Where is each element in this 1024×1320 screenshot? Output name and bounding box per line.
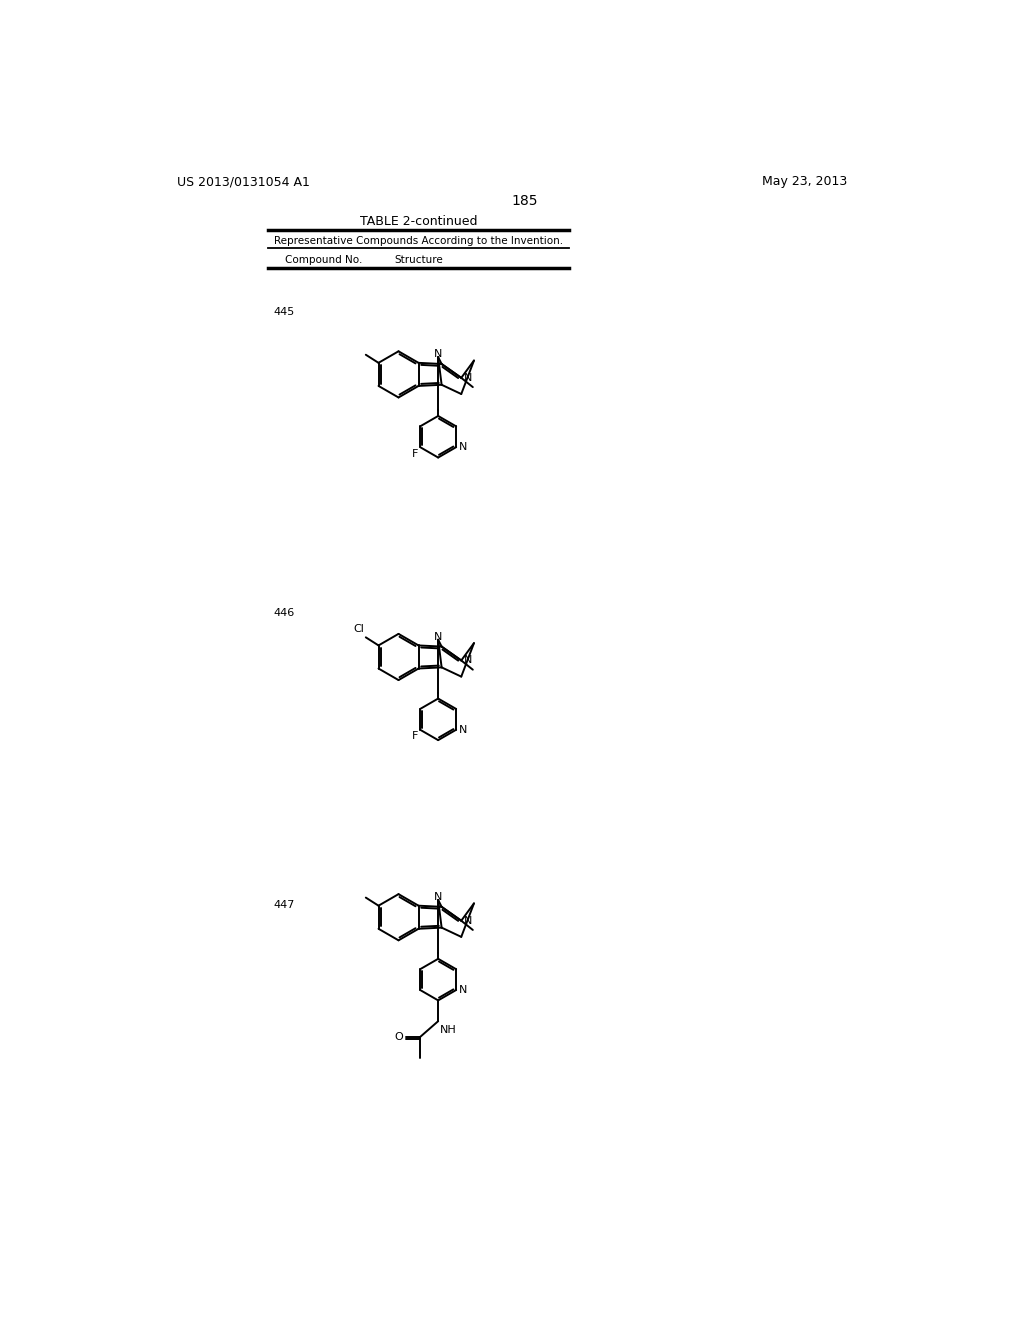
Text: N: N <box>459 985 468 995</box>
Text: N: N <box>464 656 473 665</box>
Text: O: O <box>395 1032 403 1043</box>
Text: 185: 185 <box>512 194 538 207</box>
Text: Cl: Cl <box>353 624 365 635</box>
Text: Compound No.: Compound No. <box>285 255 361 265</box>
Text: May 23, 2013: May 23, 2013 <box>762 176 847 187</box>
Text: F: F <box>412 449 418 458</box>
Text: N: N <box>464 916 473 925</box>
Text: N: N <box>464 372 473 383</box>
Text: TABLE 2-continued: TABLE 2-continued <box>359 215 477 228</box>
Text: 446: 446 <box>273 607 294 618</box>
Text: F: F <box>412 731 418 742</box>
Text: N: N <box>459 725 468 735</box>
Text: 447: 447 <box>273 900 294 911</box>
Text: N: N <box>434 892 442 902</box>
Text: N: N <box>434 350 442 359</box>
Text: US 2013/0131054 A1: US 2013/0131054 A1 <box>177 176 309 187</box>
Text: N: N <box>459 442 468 453</box>
Text: N: N <box>434 632 442 642</box>
Text: NH: NH <box>439 1026 457 1035</box>
Text: Structure: Structure <box>394 255 443 265</box>
Text: 445: 445 <box>273 308 294 317</box>
Text: Representative Compounds According to the Invention.: Representative Compounds According to th… <box>274 236 563 246</box>
